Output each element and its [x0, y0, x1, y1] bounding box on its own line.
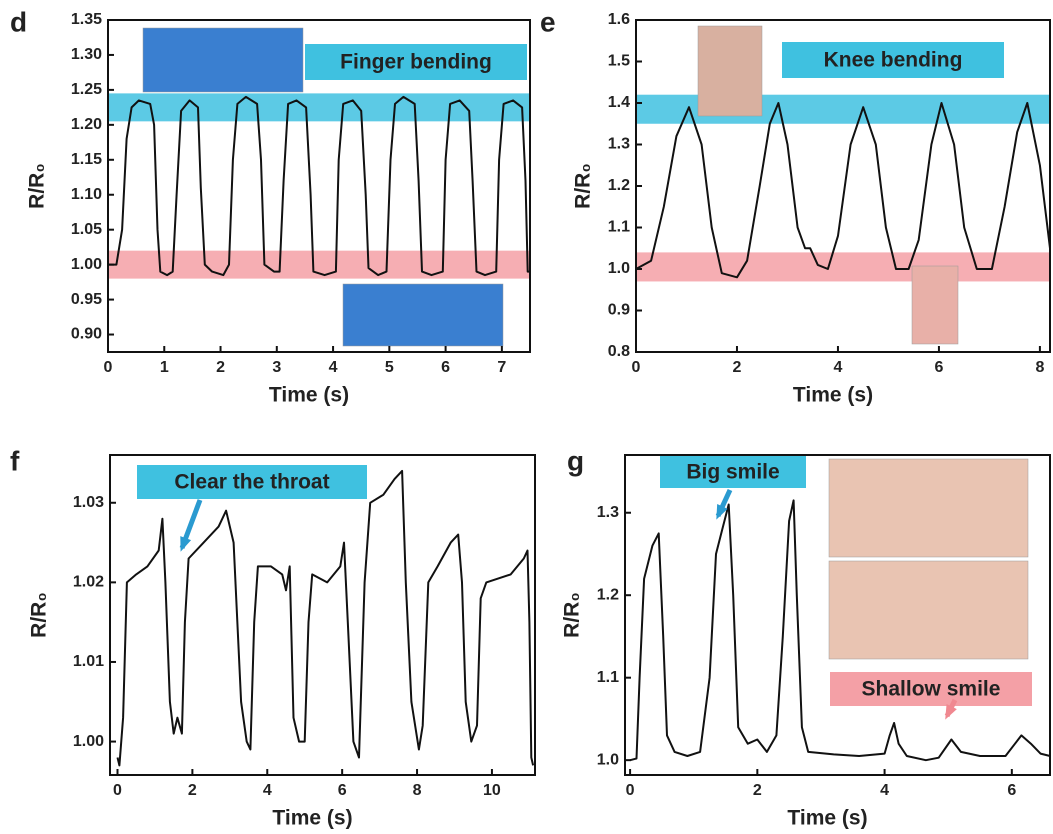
x-tick-label: 6: [1007, 782, 1016, 799]
photo: [143, 28, 303, 92]
photo: [698, 26, 762, 116]
x-tick-label: 0: [626, 782, 635, 799]
y-tick-label: 0.95: [71, 291, 102, 308]
y-axis-label: R/R₀: [561, 592, 584, 638]
y-tick-label: 1.0: [608, 260, 630, 277]
data-line: [108, 97, 530, 275]
y-tick-label: 1.00: [71, 256, 102, 273]
y-tick-label: 1.3: [608, 136, 630, 153]
x-tick-label: 4: [263, 782, 272, 799]
panel: e 0 2 4 6 8 0.8 0.9 1.0 1.1 1.2 1.3 1.4 1.5 1.6 Time (s…: [540, 6, 1050, 406]
arrow-head: [945, 704, 957, 720]
panel-letter: e: [540, 6, 556, 37]
y-tick-label: 1.2: [597, 586, 619, 603]
photo: [343, 284, 503, 346]
x-tick-label: 6: [934, 359, 943, 376]
y-tick-label: 1.01: [73, 653, 104, 670]
x-tick-label: 10: [483, 782, 501, 799]
panel: d 0 1 2 3 4 5 6 7 0.90 0.95 1.00 1.05 1.10 1.15 1.20 1.2…: [10, 6, 530, 406]
y-tick-label: 1.1: [597, 669, 619, 686]
highlight-band: [636, 252, 1050, 281]
y-tick-label: 1.35: [71, 11, 102, 28]
panel: g 0 2 4 6 1.0 1.1 1.2 1.3 Time (s) R/R₀ Big smile Sh…: [561, 445, 1050, 829]
y-tick-label: 1.1: [608, 219, 630, 236]
data-line: [636, 103, 1050, 277]
y-tick-label: 1.10: [71, 186, 102, 203]
annotation-text: Knee bending: [824, 49, 963, 72]
x-axis-label: Time (s): [787, 807, 867, 830]
annotation-text: Finger bending: [340, 51, 492, 74]
y-tick-label: 1.3: [597, 504, 619, 521]
panel-letter: g: [567, 445, 584, 476]
y-tick-label: 1.25: [71, 81, 102, 98]
x-axis-label: Time (s): [793, 384, 873, 407]
x-tick-label: 4: [833, 359, 842, 376]
x-tick-label: 3: [272, 359, 281, 376]
panel-letter: d: [10, 6, 27, 37]
x-tick-label: 2: [188, 782, 197, 799]
x-tick-label: 0: [104, 359, 113, 376]
y-tick-label: 1.05: [71, 221, 102, 238]
x-tick-label: 8: [1035, 359, 1044, 376]
x-tick-label: 2: [733, 359, 742, 376]
photo: [829, 459, 1028, 557]
data-line: [118, 471, 534, 766]
y-axis-label: R/R₀: [572, 163, 595, 209]
y-tick-label: 0.90: [71, 326, 102, 343]
y-tick-label: 1.00: [73, 733, 104, 750]
x-tick-label: 1: [160, 359, 169, 376]
figure: d012345670.900.951.001.051.101.151.201.2…: [0, 0, 1053, 834]
x-tick-label: 2: [216, 359, 225, 376]
x-tick-label: 6: [338, 782, 347, 799]
annotation-text: Big smile: [686, 461, 779, 484]
y-tick-label: 1.0: [597, 751, 619, 768]
x-tick-label: 0: [113, 782, 122, 799]
y-tick-label: 1.2: [608, 177, 630, 194]
panel-letter: f: [10, 445, 20, 476]
annotation-text: Shallow smile: [862, 678, 1001, 701]
y-tick-label: 1.5: [608, 53, 630, 70]
y-tick-label: 1.03: [73, 494, 104, 511]
x-axis-label: Time (s): [269, 384, 349, 407]
x-tick-label: 8: [413, 782, 422, 799]
arrow-head: [180, 536, 191, 552]
x-axis-label: Time (s): [272, 807, 352, 830]
y-tick-label: 1.02: [73, 574, 104, 591]
annotation-text: Clear the throat: [174, 471, 329, 494]
x-tick-label: 5: [385, 359, 394, 376]
x-tick-label: 6: [441, 359, 450, 376]
x-tick-label: 7: [497, 359, 506, 376]
photo: [912, 266, 958, 344]
y-tick-label: 1.4: [608, 94, 630, 111]
highlight-band: [108, 251, 530, 279]
y-tick-label: 1.15: [71, 151, 102, 168]
photo: [829, 561, 1028, 659]
x-tick-label: 4: [329, 359, 338, 376]
y-tick-label: 0.9: [608, 302, 630, 319]
y-tick-label: 1.6: [608, 11, 630, 28]
x-tick-label: 4: [880, 782, 889, 799]
panel: f 0 2 4 6 8 10 1.00 1.01 1.02 1.03 Time (s) R/R₀ Clea…: [10, 445, 535, 829]
y-tick-label: 1.30: [71, 46, 102, 63]
x-tick-label: 2: [753, 782, 762, 799]
y-axis-label: R/R₀: [28, 592, 51, 638]
x-tick-label: 0: [632, 359, 641, 376]
y-tick-label: 1.20: [71, 116, 102, 133]
y-axis-label: R/R₀: [26, 163, 49, 209]
y-tick-label: 0.8: [608, 343, 630, 360]
